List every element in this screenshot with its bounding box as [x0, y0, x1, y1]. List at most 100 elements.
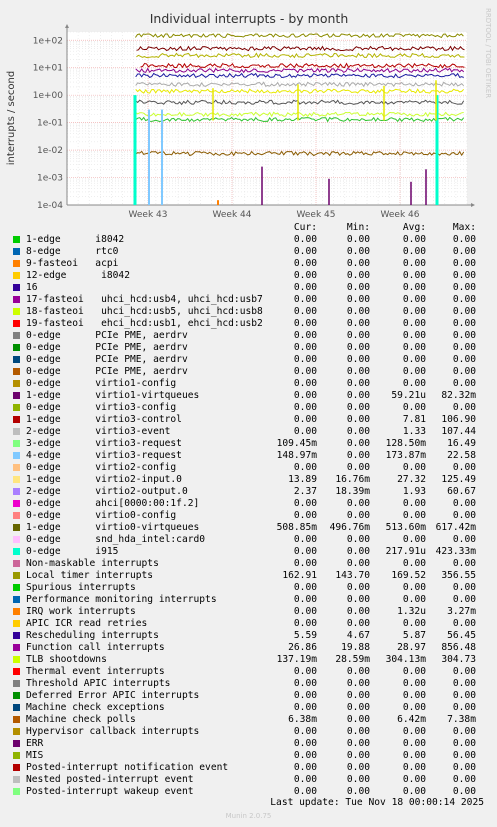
legend-row: 3-edge virtio3-request 109.45m 0.00 128.50m… [0, 438, 497, 450]
legend-swatch [13, 260, 20, 267]
legend-max-value: 0.00 [452, 402, 476, 413]
legend-row: 0-edge PCIe PME, aerdrv 0.00 0.00 0.00 0.00 [0, 354, 497, 366]
legend-label: 12-edge i8042 [26, 270, 130, 281]
legend-label: IRQ work interrupts [26, 606, 136, 617]
legend-max-value: 0.00 [452, 558, 476, 569]
legend-row: Hypervisor callback interrupts 0.00 0.00 0.… [0, 726, 497, 738]
legend-label: 0-edge PCIe PME, aerdrv [26, 354, 188, 365]
legend-row: TLB shootdowns 137.19m 28.59m 304.13m 304.73 [0, 654, 497, 666]
legend-label: 9-fasteoi acpi [26, 258, 119, 269]
legend-cur-value: 0.00 [293, 366, 317, 377]
legend-cur-value: 0.00 [293, 270, 317, 281]
legend-swatch [13, 632, 20, 639]
legend-min-value: 18.39m [335, 486, 370, 497]
legend-avg-value: 7.81 [402, 414, 426, 425]
legend-avg-value: 0.00 [402, 462, 426, 473]
legend-cur-value: 0.00 [293, 330, 317, 341]
legend-min-value: 28.59m [335, 654, 370, 665]
legend-max-value: 56.45 [447, 630, 476, 641]
legend-avg-value: 0.00 [402, 726, 426, 737]
legend-cur-value: 109.45m [276, 438, 317, 449]
legend-label: Nested posted-interrupt event [26, 774, 194, 785]
legend-max-value: 0.00 [452, 594, 476, 605]
legend-min-value: 0.00 [346, 306, 370, 317]
legend-avg-value: 0.00 [402, 498, 426, 509]
legend-cur-value: 0.00 [293, 246, 317, 257]
legend-min-value: 0.00 [346, 282, 370, 293]
legend-min-value: 0.00 [346, 714, 370, 725]
legend-row: 18-fasteoi uhci_hcd:usb5, uhci_hcd:usb8 0… [0, 306, 497, 318]
legend-row: 4-edge virtio3-request 148.97m 0.00 173.87m… [0, 450, 497, 462]
legend-row: ERR 0.00 0.00 0.00 0.00 [0, 738, 497, 750]
header-cur: Cur: [293, 222, 317, 233]
legend-row: 2-edge virtio3-event 0.00 0.00 1.33 107.44 [0, 426, 497, 438]
legend-swatch [13, 620, 20, 627]
x-tick-label: Week 46 [381, 210, 420, 220]
legend-cur-value: 0.00 [293, 294, 317, 305]
legend-avg-value: 59.21u [391, 390, 426, 401]
legend-cur-value: 137.19m [276, 654, 317, 665]
legend-min-value: 0.00 [346, 294, 370, 305]
legend-max-value: 0.00 [452, 294, 476, 305]
legend-min-value: 0.00 [346, 534, 370, 545]
legend-row: 16 0.00 0.00 0.00 0.00 [0, 282, 497, 294]
legend-swatch [13, 680, 20, 687]
legend-swatch [13, 236, 20, 243]
legend-row: Machine check exceptions 0.00 0.00 0.00 0.00 [0, 702, 497, 714]
legend-label: 8-edge rtc0 [26, 246, 119, 257]
legend-min-value: 0.00 [346, 330, 370, 341]
legend-label: 1-edge virtio2-input.0 [26, 474, 182, 485]
legend-min-value: 143.70 [335, 570, 370, 581]
legend-min-value: 0.00 [346, 666, 370, 677]
header-avg: Avg: [402, 222, 426, 233]
legend-cur-value: 0.00 [293, 378, 317, 389]
legend-swatch [13, 476, 20, 483]
legend-cur-value: 6.38m [288, 714, 317, 725]
legend-avg-value: 513.60m [385, 522, 426, 533]
legend-row: 0-edge PCIe PME, aerdrv 0.00 0.00 0.00 0.00 [0, 366, 497, 378]
legend-swatch [13, 692, 20, 699]
legend-avg-value: 0.00 [402, 402, 426, 413]
legend-swatch [13, 656, 20, 663]
legend-swatch [13, 584, 20, 591]
legend-max-value: 0.00 [452, 534, 476, 545]
legend-avg-value: 0.00 [402, 354, 426, 365]
legend-avg-value: 1.33 [402, 426, 426, 437]
legend-swatch [13, 608, 20, 615]
legend-avg-value: 0.00 [402, 594, 426, 605]
y-axis-arrow [65, 24, 69, 28]
legend-cur-value: 0.00 [293, 318, 317, 329]
legend-label: Posted-interrupt wakeup event [26, 786, 194, 797]
legend-avg-value: 217.91u [385, 546, 426, 557]
legend-min-value: 0.00 [346, 594, 370, 605]
y-tick-label: 1e+00 [33, 91, 64, 101]
legend-min-value: 0.00 [346, 582, 370, 593]
legend-label: Machine check exceptions [26, 702, 165, 713]
legend-max-value: 856.48 [441, 642, 476, 653]
legend-row: APIC ICR read retries 0.00 0.00 0.00 0.00 [0, 618, 497, 630]
legend-max-value: 0.00 [452, 786, 476, 797]
legend-max-value: 60.67 [447, 486, 476, 497]
legend-avg-value: 6.42m [397, 714, 426, 725]
series-line [140, 62, 465, 69]
legend-cur-value: 0.00 [293, 510, 317, 521]
legend-row: 0-edge PCIe PME, aerdrv 0.00 0.00 0.00 0.00 [0, 342, 497, 354]
legend-row: Deferred Error APIC interrupts 0.00 0.00 0.… [0, 690, 497, 702]
legend-cur-value: 508.85m [276, 522, 317, 533]
legend-row: 1-edge virtio3-control 0.00 0.00 7.81 106.90 [0, 414, 497, 426]
legend-max-value: 7.38m [447, 714, 476, 725]
legend-max-value: 106.90 [441, 414, 476, 425]
legend-swatch [13, 752, 20, 759]
legend-swatch [13, 488, 20, 495]
legend-cur-value: 148.97m [276, 450, 317, 461]
series-line [135, 116, 465, 123]
legend-row: Posted-interrupt notification event 0.00 0… [0, 762, 497, 774]
legend-min-value: 0.00 [346, 762, 370, 773]
legend-row: 1-edge virtio2-input.0 13.89 16.76m 27.32 12… [0, 474, 497, 486]
legend-label: 1-edge virtio0-virtqueues [26, 522, 200, 533]
legend-label: MIS [26, 750, 44, 761]
legend-cur-value: 0.00 [293, 738, 317, 749]
legend-label: 0-edge virtio1-config [26, 378, 177, 389]
legend-swatch [13, 668, 20, 675]
legend-min-value: 0.00 [346, 234, 370, 245]
